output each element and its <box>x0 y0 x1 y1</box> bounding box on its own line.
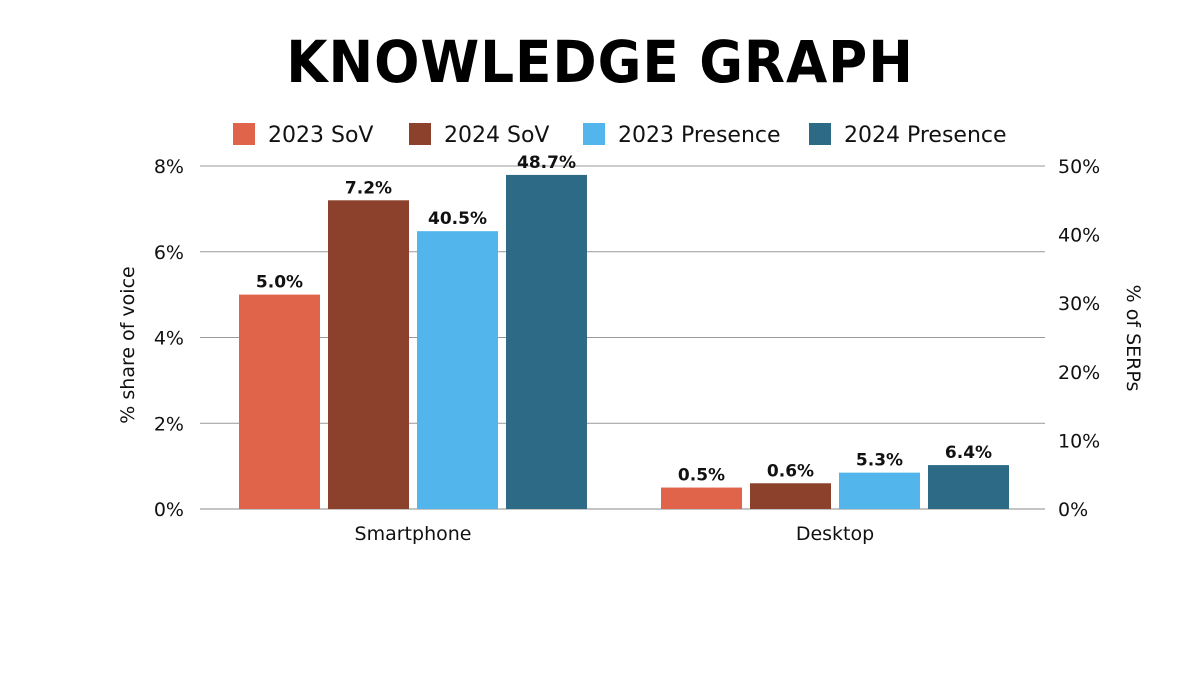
legend-label: 2024 SoV <box>444 123 549 148</box>
right-tick-label: 10% <box>1058 430 1100 452</box>
category-label: Smartphone <box>355 523 472 545</box>
legend-swatch <box>583 123 605 145</box>
data-label: 6.4% <box>945 443 992 463</box>
legend-swatch <box>233 123 255 145</box>
left-tick-label: 0% <box>154 499 184 521</box>
legend-label: 2023 Presence <box>618 123 781 148</box>
legend-swatch <box>409 123 431 145</box>
left-tick-label: 4% <box>154 328 184 350</box>
bar <box>417 231 498 510</box>
right-tick-label: 50% <box>1058 156 1100 178</box>
bar <box>506 174 587 509</box>
right-tick-label: 0% <box>1058 499 1088 521</box>
right-tick-label: 40% <box>1058 225 1100 247</box>
data-label: 5.0% <box>256 273 303 293</box>
bar <box>839 472 920 509</box>
data-label: 48.7% <box>517 153 576 173</box>
bar <box>661 487 742 509</box>
data-label: 40.5% <box>428 209 487 229</box>
left-tick-label: 8% <box>154 156 184 178</box>
left-tick-label: 6% <box>154 242 184 264</box>
left-tick-label: 2% <box>154 413 184 435</box>
legend-swatch <box>809 123 831 145</box>
bar <box>750 483 831 509</box>
legend-label: 2023 SoV <box>268 123 373 148</box>
chart-title: KNOWLEDGE GRAPH <box>286 28 914 96</box>
legend-label: 2024 Presence <box>844 123 1007 148</box>
bar <box>239 294 320 509</box>
data-label: 5.3% <box>856 451 903 471</box>
right-axis-label: % of SERPs <box>1122 285 1144 392</box>
left-axis-label: % share of voice <box>117 266 139 423</box>
data-label: 0.5% <box>678 466 725 486</box>
right-tick-label: 20% <box>1058 362 1100 384</box>
category-label: Desktop <box>796 523 874 545</box>
data-label: 7.2% <box>345 178 392 198</box>
data-label: 0.6% <box>767 461 814 481</box>
bar <box>928 465 1009 509</box>
bar <box>328 200 409 510</box>
right-tick-label: 30% <box>1058 293 1100 315</box>
